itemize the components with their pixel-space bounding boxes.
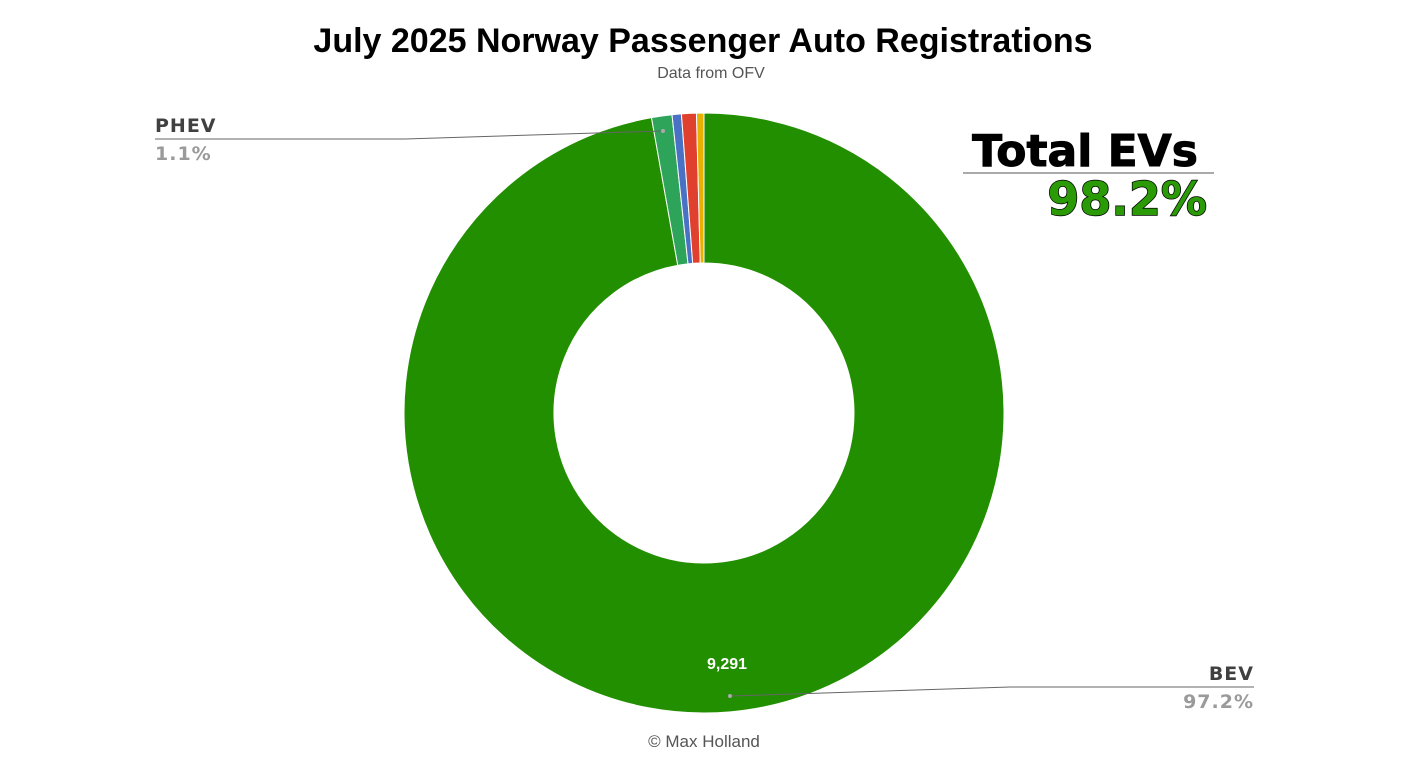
total-evs-value: 98.2% — [1047, 172, 1207, 226]
total-evs-title: Total EVs — [972, 126, 1198, 177]
phev-leader-line — [404, 130, 663, 140]
phev-percent-label: 1.1% — [155, 143, 212, 165]
bev-value-label: 9,291 — [707, 656, 747, 673]
phev-leader-dot — [661, 129, 665, 133]
bev-leader-line — [729, 686, 1011, 697]
bev-leader-dot — [728, 694, 732, 698]
phev-label: PHEV — [155, 115, 217, 137]
chart-title: July 2025 Norway Passenger Auto Registra… — [313, 22, 1092, 60]
donut-slice-bev — [403, 112, 1005, 714]
donut-slices — [403, 112, 1005, 714]
chart-subtitle: Data from OFV — [657, 65, 765, 82]
chart-footer: © Max Holland — [648, 732, 760, 751]
bev-percent-label: 97.2% — [1183, 691, 1254, 713]
donut-slice-other-4 — [695, 112, 705, 264]
bev-label: BEV — [1209, 663, 1254, 685]
